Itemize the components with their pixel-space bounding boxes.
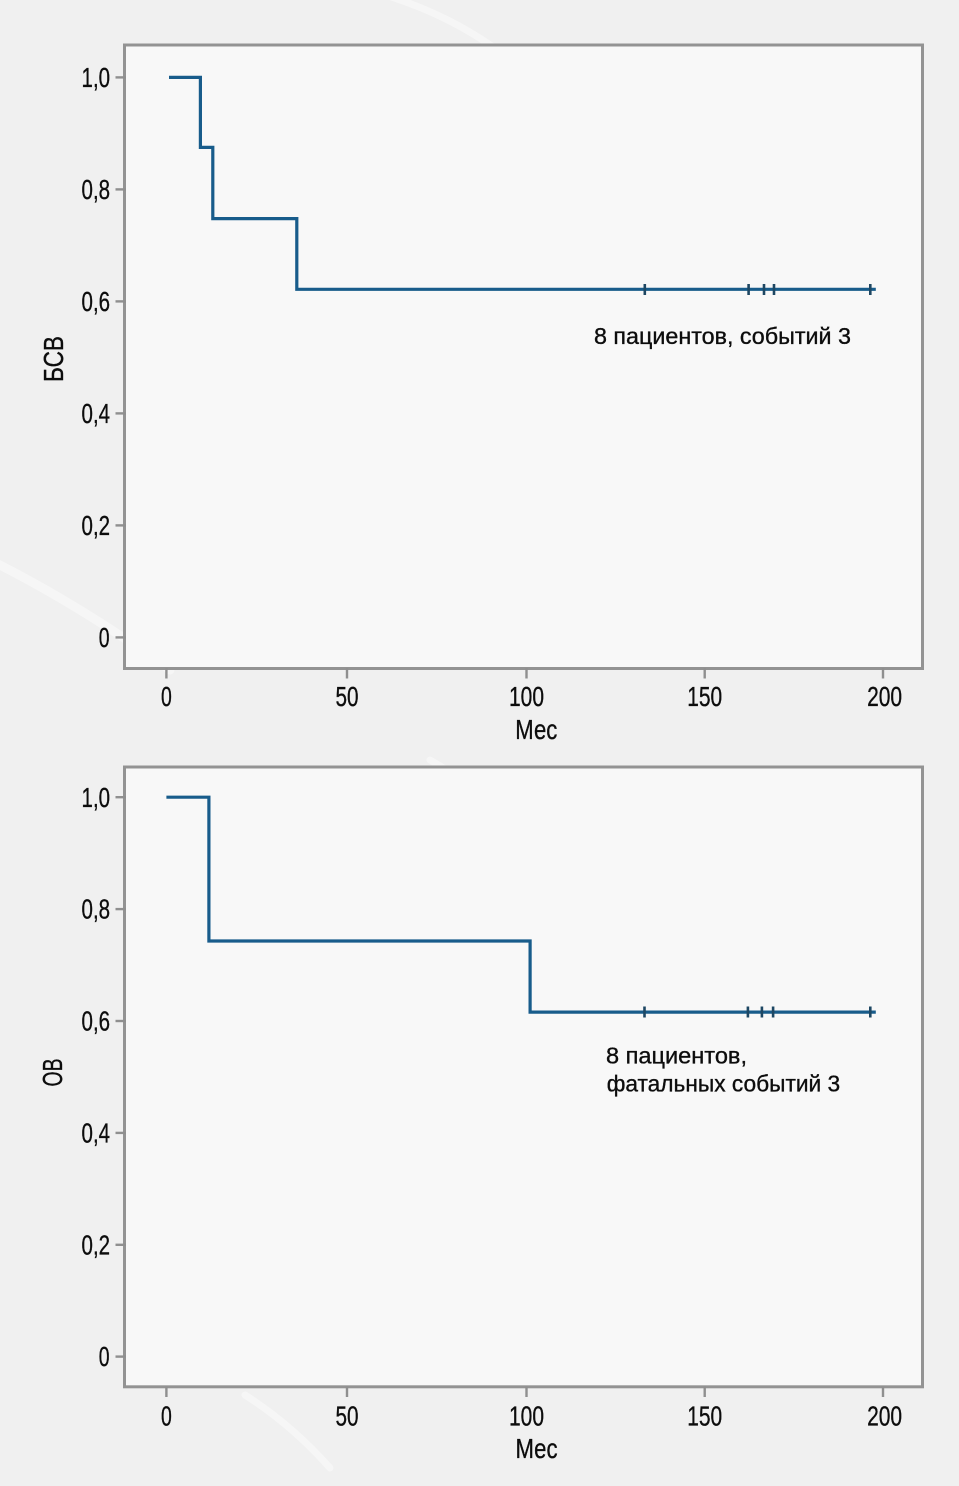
svg-text:0,2: 0,2 bbox=[82, 1229, 111, 1260]
svg-text:200: 200 bbox=[867, 1401, 902, 1432]
svg-text:150: 150 bbox=[687, 1401, 722, 1432]
svg-text:0,4: 0,4 bbox=[82, 1118, 111, 1149]
svg-text:1,0: 1,0 bbox=[82, 62, 111, 93]
svg-text:0,8: 0,8 bbox=[82, 894, 111, 925]
svg-text:0: 0 bbox=[99, 1341, 110, 1372]
svg-text:0,6: 0,6 bbox=[82, 286, 111, 317]
svg-text:ОВ: ОВ bbox=[37, 1059, 68, 1087]
svg-text:100: 100 bbox=[509, 1401, 544, 1432]
svg-text:0,6: 0,6 bbox=[82, 1006, 111, 1037]
svg-text:0: 0 bbox=[99, 622, 110, 653]
svg-text:0,4: 0,4 bbox=[82, 398, 111, 429]
svg-text:БСВ: БСВ bbox=[38, 336, 69, 382]
svg-text:50: 50 bbox=[336, 1401, 359, 1432]
svg-text:100: 100 bbox=[509, 681, 544, 712]
svg-text:0: 0 bbox=[161, 681, 172, 712]
svg-text:50: 50 bbox=[336, 681, 359, 712]
svg-text:0,2: 0,2 bbox=[82, 510, 111, 541]
svg-text:150: 150 bbox=[687, 681, 722, 712]
svg-text:0: 0 bbox=[161, 1401, 172, 1432]
svg-text:8 пациентов,: 8 пациентов, bbox=[606, 1042, 747, 1068]
svg-text:Мес: Мес bbox=[516, 1433, 558, 1464]
svg-text:8 пациентов, событий 3: 8 пациентов, событий 3 bbox=[594, 323, 851, 349]
svg-text:1,0: 1,0 bbox=[82, 782, 111, 813]
svg-text:Мес: Мес bbox=[515, 714, 557, 745]
svg-text:фатальных событий 3: фатальных событий 3 bbox=[607, 1071, 841, 1097]
svg-text:200: 200 bbox=[867, 681, 902, 712]
svg-text:0,8: 0,8 bbox=[82, 174, 111, 205]
